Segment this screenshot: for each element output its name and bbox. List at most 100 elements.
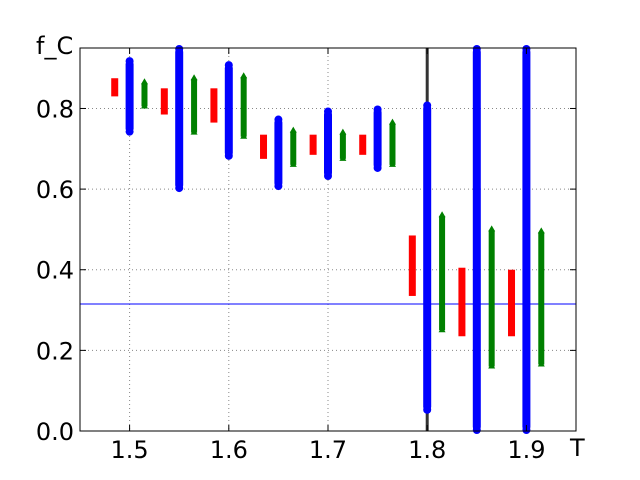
circle-range-mark xyxy=(125,57,134,136)
blue-range-bar xyxy=(274,118,283,188)
circle-range-mark xyxy=(423,101,432,414)
green-range-cap-bottom xyxy=(537,360,545,367)
y-axis-label: f_C xyxy=(36,32,73,60)
green-range-cap-top xyxy=(438,211,446,218)
tick-labels: 1.5 1.6 1.7 1.8 1.9 0.0 0.2 0.4 0.6 0.8 xyxy=(36,95,546,464)
blue-range-cap-top xyxy=(175,45,184,53)
triangle-range-mark xyxy=(438,211,446,333)
blue-range-bar xyxy=(224,64,233,157)
blue-range-cap-bottom xyxy=(324,172,332,181)
red-range-bar xyxy=(508,269,516,337)
green-range-cap-top xyxy=(140,78,148,85)
blue-range-cap-top xyxy=(125,57,134,66)
green-range-cap-top xyxy=(388,118,396,125)
blue-range-bar xyxy=(423,104,432,411)
green-range-bar xyxy=(141,83,148,107)
y-tick-label: 0.0 xyxy=(36,418,74,446)
green-range-cap-bottom xyxy=(140,102,148,109)
red-range-bar xyxy=(359,134,367,155)
square-range-mark xyxy=(160,88,168,115)
green-range-cap-top xyxy=(488,225,496,232)
green-range-cap-bottom xyxy=(240,132,248,139)
square-range-mark xyxy=(359,134,367,155)
green-range-bar xyxy=(439,216,446,331)
triangle-range-mark xyxy=(488,225,496,369)
square-range-mark xyxy=(408,235,416,296)
red-range-bar xyxy=(160,88,168,115)
blue-range-cap-bottom xyxy=(175,184,184,193)
green-range-cap-top xyxy=(537,227,545,234)
blue-range-cap-bottom xyxy=(373,163,382,172)
triangle-range-mark xyxy=(289,126,297,167)
green-range-cap-top xyxy=(190,74,198,81)
circle-range-mark xyxy=(324,107,332,181)
blue-range-cap-bottom xyxy=(125,127,134,136)
blue-range-bar xyxy=(522,48,531,431)
y-tick-label: 0.4 xyxy=(36,257,74,285)
circle-range-mark xyxy=(373,105,382,172)
green-range-cap-bottom xyxy=(339,154,347,161)
y-tick-label: 0.2 xyxy=(36,337,74,365)
square-range-mark xyxy=(309,134,317,155)
circle-range-mark xyxy=(175,45,184,193)
x-tick-label: 1.8 xyxy=(408,436,446,464)
square-range-mark xyxy=(210,88,218,123)
green-range-bar xyxy=(240,77,247,137)
blue-range-cap-bottom xyxy=(274,182,283,191)
red-range-bar xyxy=(408,235,416,296)
square-range-mark xyxy=(111,78,119,97)
triangle-range-mark xyxy=(537,227,545,367)
blue-range-cap-top xyxy=(472,45,481,53)
x-tick-label: 1.7 xyxy=(309,436,347,464)
circle-range-mark xyxy=(522,45,531,434)
green-range-bar xyxy=(290,131,297,165)
triangle-range-mark xyxy=(339,128,347,161)
green-range-cap-top xyxy=(289,126,297,133)
green-range-cap-bottom xyxy=(438,326,446,333)
tick-marks xyxy=(80,48,576,432)
triangle-range-mark xyxy=(388,118,396,167)
blue-range-cap-top xyxy=(423,101,432,110)
blue-range-cap-top xyxy=(274,115,283,124)
x-tick-label: 1.6 xyxy=(210,436,248,464)
blue-range-cap-top xyxy=(324,107,332,116)
red-range-bar xyxy=(458,267,466,337)
green-range-cap-bottom xyxy=(388,160,396,167)
y-tick-label: 0.6 xyxy=(36,176,74,204)
circle-range-mark xyxy=(472,45,481,434)
blue-range-bar xyxy=(472,48,481,431)
green-range-bar xyxy=(191,79,198,133)
triangle-range-mark xyxy=(190,74,198,135)
blue-range-cap-bottom xyxy=(423,405,432,414)
green-range-bar xyxy=(538,232,545,365)
red-range-bar xyxy=(309,134,317,155)
red-range-bar xyxy=(210,88,218,123)
circle-range-mark xyxy=(274,115,283,191)
circle-range-mark xyxy=(224,61,233,160)
green-range-bar xyxy=(488,230,495,367)
green-range-cap-top xyxy=(240,72,248,79)
triangle-range-mark xyxy=(240,72,248,139)
green-range-cap-bottom xyxy=(190,128,198,135)
square-range-mark xyxy=(260,134,268,159)
square-range-mark xyxy=(508,269,516,337)
red-range-bar xyxy=(111,78,119,97)
green-range-bar xyxy=(389,123,396,165)
blue-range-cap-top xyxy=(224,61,233,70)
blue-range-bar xyxy=(125,60,134,133)
blue-range-cap-bottom xyxy=(224,151,233,160)
triangle-range-mark xyxy=(140,78,148,109)
x-axis-label: T xyxy=(569,434,585,462)
green-range-cap-bottom xyxy=(289,160,297,167)
green-range-cap-bottom xyxy=(488,362,496,369)
blue-range-cap-top xyxy=(373,105,382,114)
blue-range-bar xyxy=(175,48,184,190)
y-tick-label: 0.8 xyxy=(36,95,74,123)
square-range-mark xyxy=(458,267,466,337)
green-range-cap-top xyxy=(339,128,347,135)
blue-range-bar xyxy=(324,110,332,178)
blue-range-cap-bottom xyxy=(472,426,481,434)
red-range-bar xyxy=(260,134,268,159)
